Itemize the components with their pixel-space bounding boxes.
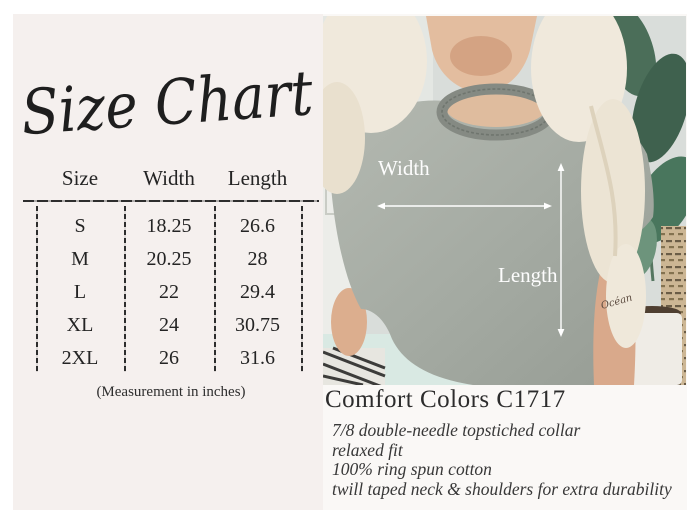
table-row: 2XL 26 31.6 <box>36 342 301 375</box>
size-chart-title: Size Chart <box>19 56 315 149</box>
cell-length: 31.6 <box>240 347 275 369</box>
collar-skin <box>446 89 546 127</box>
length-arrow-icon <box>557 163 565 337</box>
header-length: Length <box>227 166 288 190</box>
table-row: XL 24 30.75 <box>36 309 301 342</box>
size-table: S 18.25 26.6 M 20.25 28 L 22 29.4 XL 24 … <box>36 210 301 375</box>
measurement-note: (Measurement in inches) <box>96 384 246 400</box>
cell-size: S <box>74 215 86 237</box>
cell-length: 26.6 <box>240 215 275 237</box>
cell-width: 22 <box>159 281 179 303</box>
feature-list: 7/8 double-needle topstiched collar rela… <box>325 420 685 499</box>
table-divider <box>124 206 126 372</box>
cell-size: 2XL <box>61 347 99 369</box>
feature-item: 7/8 double-needle topstiched collar <box>332 420 581 440</box>
table-header-row: Size Width Length <box>36 166 301 191</box>
table-row: M 20.25 28 <box>36 243 301 276</box>
cell-width: 18.25 <box>146 215 192 237</box>
tshirt <box>329 94 654 385</box>
cell-size: XL <box>66 314 94 336</box>
width-arrow-icon <box>377 202 552 210</box>
product-panel: Océan Width Length Comfort Colors C1717 … <box>323 14 687 510</box>
cell-length: 30.75 <box>235 314 280 336</box>
model-photo: Océan Width Length <box>323 16 686 385</box>
cell-width: 26 <box>159 347 179 369</box>
hair <box>323 16 646 348</box>
feature-item: 100% ring spun cotton <box>332 459 492 479</box>
table-row: S 18.25 26.6 <box>36 210 301 243</box>
cell-length: 28 <box>247 248 268 270</box>
size-chart-panel: Size Chart Size Width Length S 18.25 26.… <box>13 14 323 510</box>
header-width: Width <box>143 166 195 190</box>
size-chart-title-text: Size Chart <box>19 56 315 149</box>
width-label: Width <box>378 156 430 180</box>
feature-item: relaxed fit <box>332 439 403 460</box>
product-name: Comfort Colors C1717 <box>325 386 566 413</box>
header-size: Size <box>61 166 99 190</box>
table-row: L 22 29.4 <box>36 276 301 309</box>
cell-size: M <box>71 248 89 270</box>
table-divider <box>214 206 216 372</box>
table-divider <box>301 206 303 372</box>
left-hand <box>331 288 367 356</box>
table-header-rule <box>23 200 319 202</box>
length-label: Length <box>498 263 558 287</box>
product-info: Comfort Colors C1717 7/8 double-needle t… <box>325 386 685 499</box>
neck-shadow <box>450 36 512 76</box>
table-divider <box>36 206 38 372</box>
cell-width: 20.25 <box>146 248 192 270</box>
cell-size: L <box>73 281 87 303</box>
cell-width: 24 <box>159 314 179 336</box>
feature-item: twill taped neck & shoulders for extra d… <box>332 478 672 499</box>
cell-length: 29.4 <box>240 281 275 303</box>
